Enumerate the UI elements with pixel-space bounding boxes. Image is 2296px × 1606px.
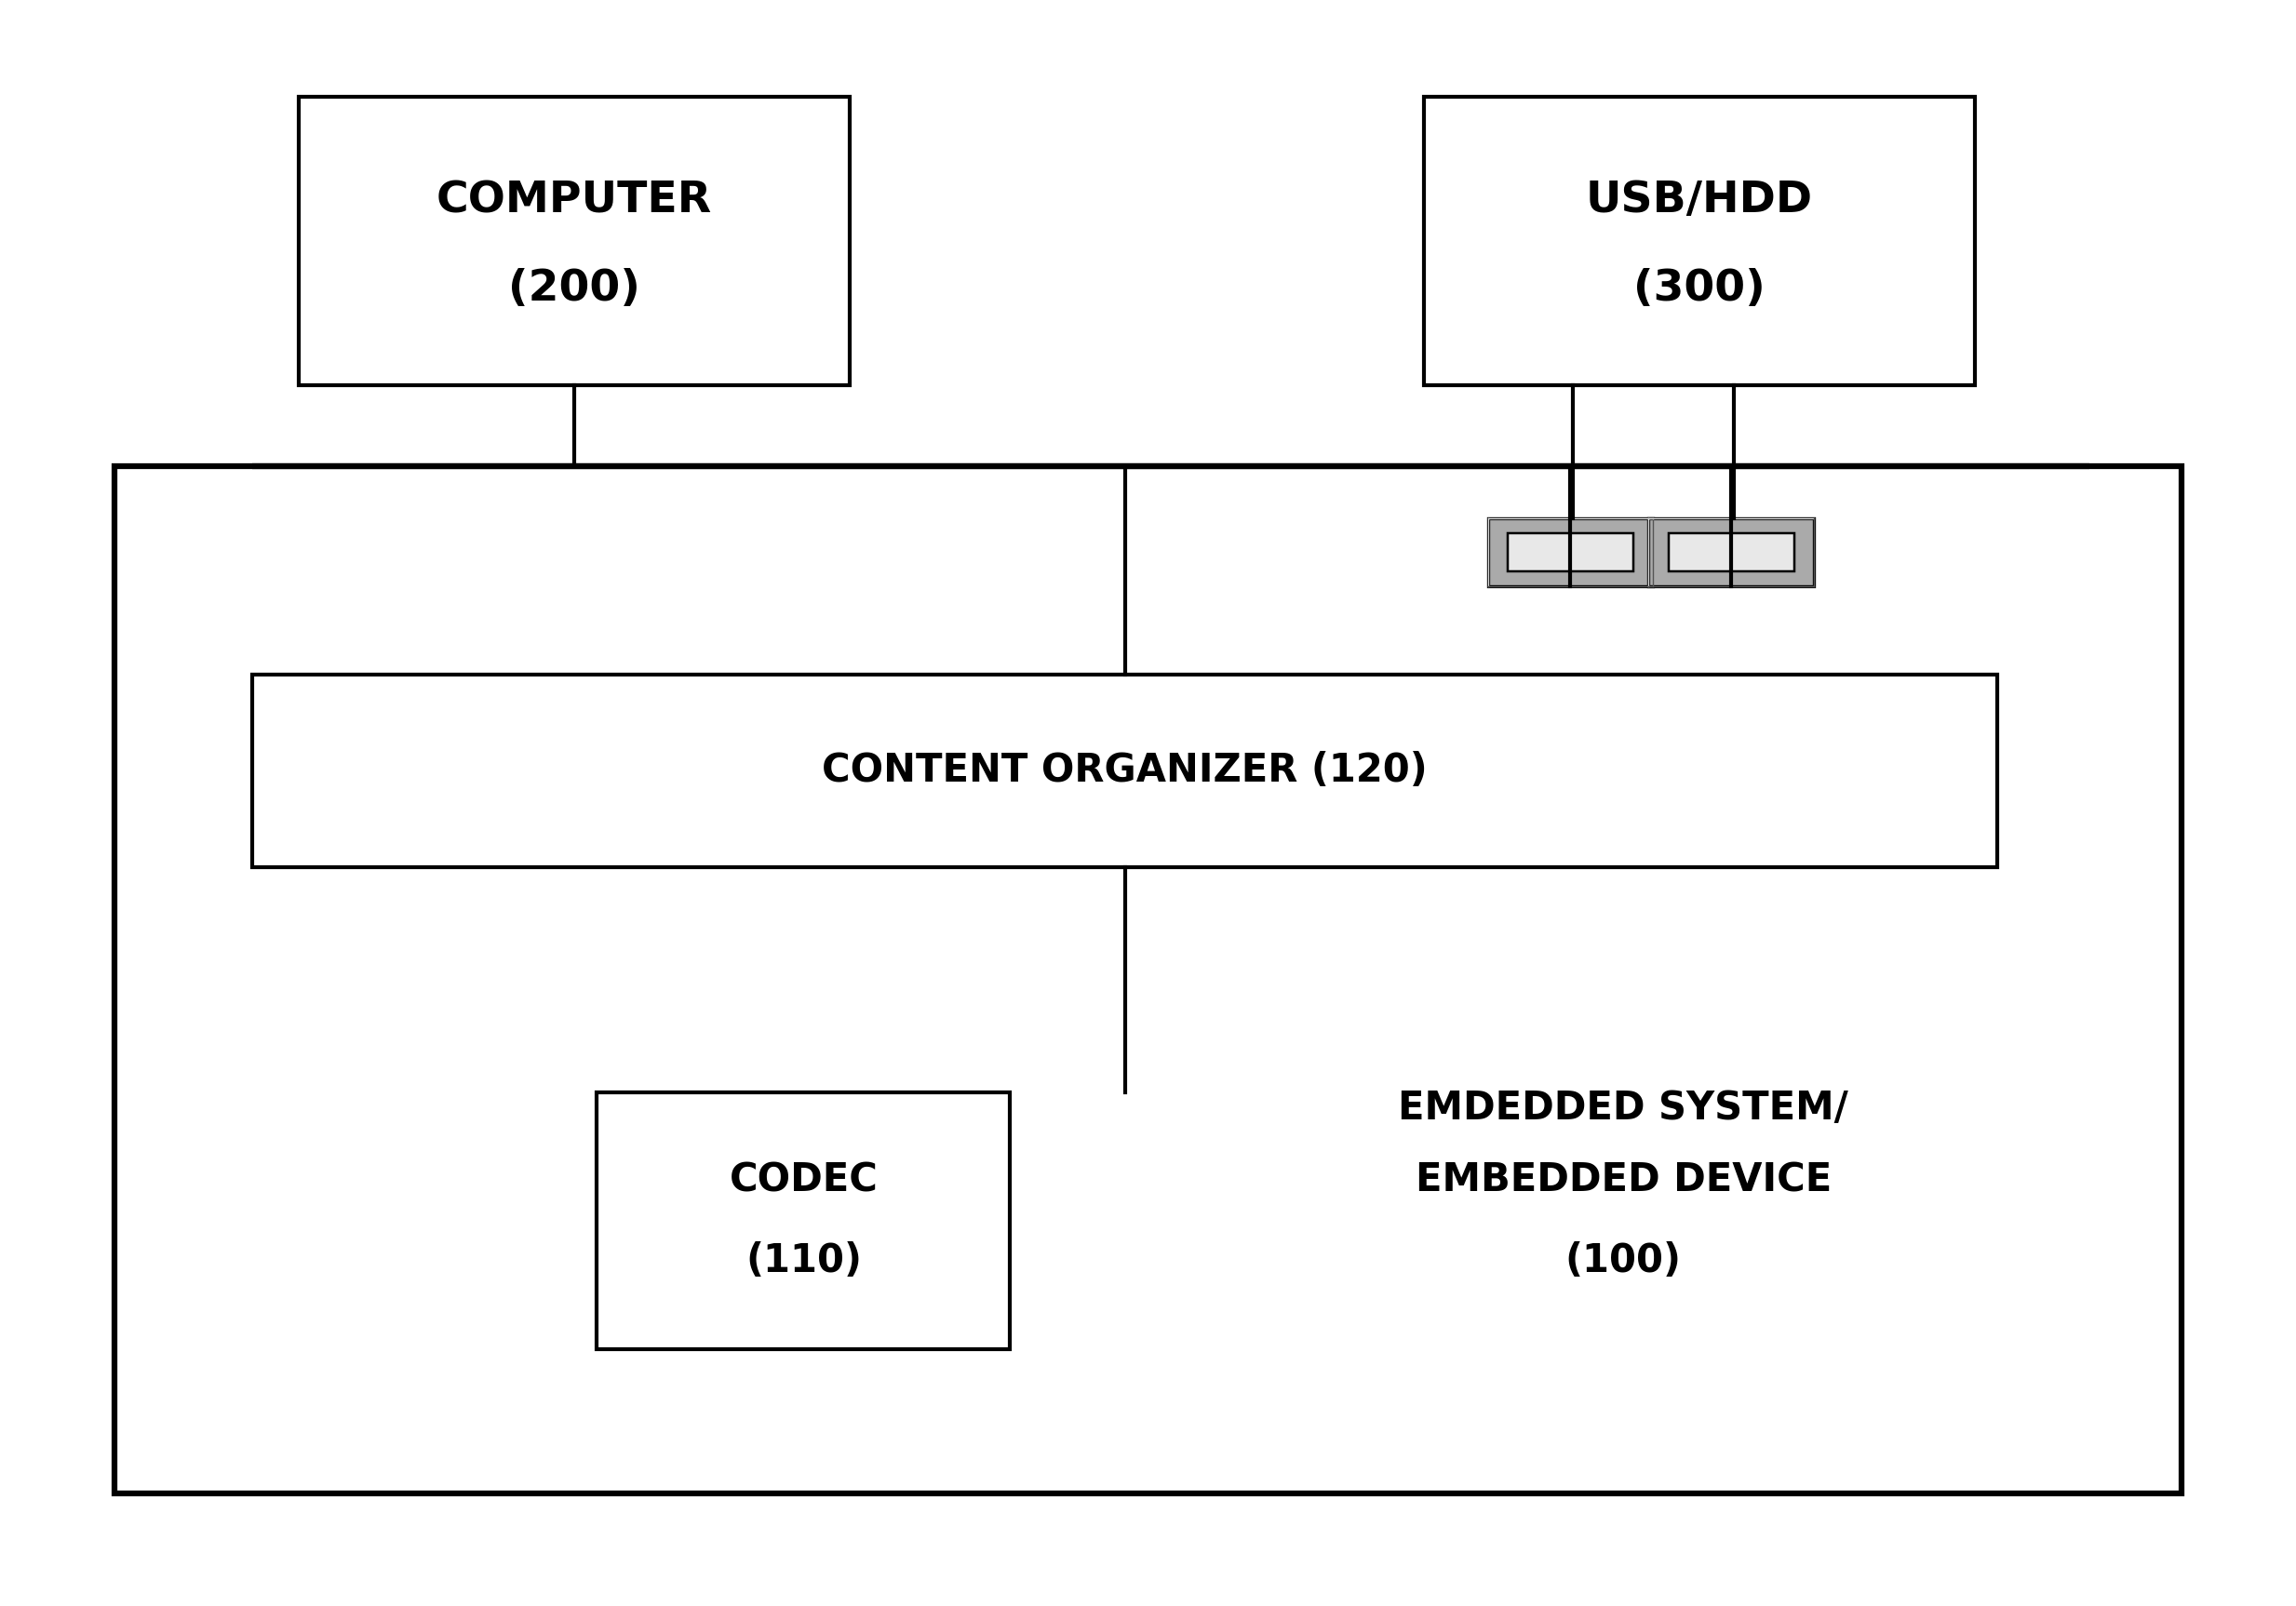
Bar bbox=[597, 1092, 1010, 1349]
Text: (300): (300) bbox=[1632, 268, 1766, 310]
Bar bbox=[1649, 519, 1814, 586]
Bar bbox=[1424, 96, 1975, 385]
Text: EMBEDDED DEVICE: EMBEDDED DEVICE bbox=[1414, 1161, 1832, 1200]
Text: (200): (200) bbox=[507, 268, 641, 310]
Bar bbox=[1669, 533, 1793, 572]
Text: CODEC: CODEC bbox=[730, 1161, 877, 1200]
Bar bbox=[253, 675, 1998, 867]
Bar bbox=[1488, 519, 1653, 586]
Text: EMDEDDED SYSTEM/: EMDEDDED SYSTEM/ bbox=[1398, 1089, 1848, 1127]
Bar bbox=[1508, 533, 1632, 572]
Text: CONTENT ORGANIZER (120): CONTENT ORGANIZER (120) bbox=[822, 752, 1428, 790]
Bar bbox=[115, 466, 2181, 1494]
Text: COMPUTER: COMPUTER bbox=[436, 180, 712, 222]
Text: USB/HDD: USB/HDD bbox=[1587, 180, 1812, 222]
Bar bbox=[298, 96, 850, 385]
Text: (110): (110) bbox=[746, 1241, 861, 1280]
Text: (100): (100) bbox=[1566, 1241, 1681, 1280]
